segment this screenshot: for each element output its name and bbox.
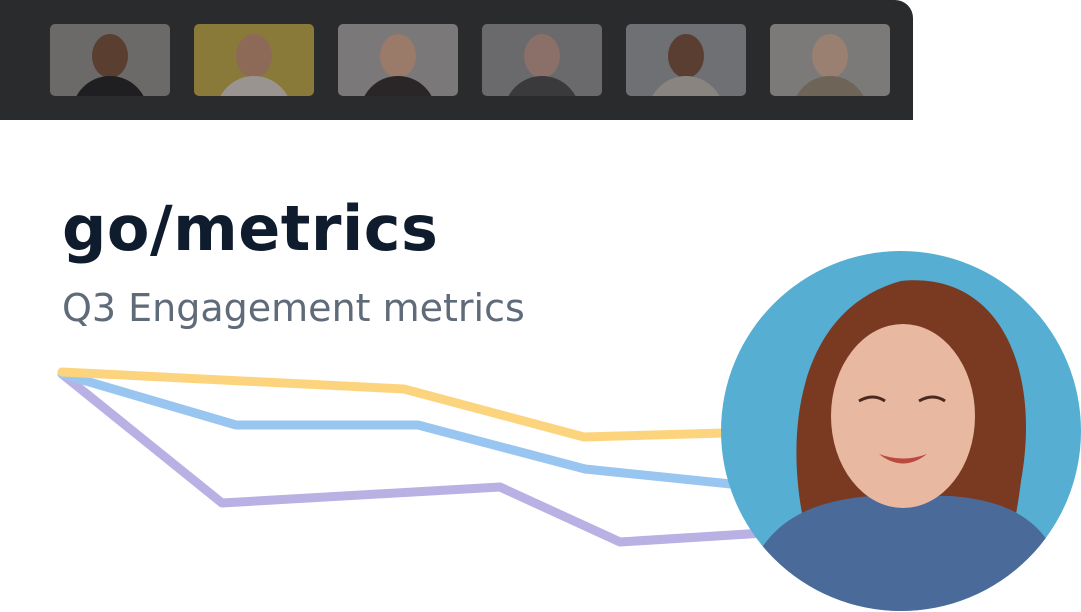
participant-tile[interactable] bbox=[770, 24, 890, 96]
metric-line-blue bbox=[57, 369, 765, 492]
participant-tile[interactable] bbox=[50, 24, 170, 96]
presenter-face bbox=[831, 324, 975, 508]
participant-tile[interactable] bbox=[194, 24, 314, 96]
participant-head bbox=[236, 34, 272, 78]
presenter-eyes bbox=[858, 395, 946, 403]
participant-tile[interactable] bbox=[338, 24, 458, 96]
participant-head bbox=[380, 34, 416, 78]
presenter-mouth bbox=[879, 454, 927, 464]
participant-tile[interactable] bbox=[626, 24, 746, 96]
participant-body bbox=[504, 76, 580, 96]
participant-body bbox=[792, 76, 868, 96]
presenter-video[interactable] bbox=[721, 251, 1081, 611]
participant-body bbox=[216, 76, 292, 96]
metric-line-purple bbox=[57, 369, 785, 547]
presenter-shirt bbox=[741, 496, 1071, 611]
presentation-title: go/metrics bbox=[62, 192, 439, 265]
participants-bar bbox=[0, 0, 913, 120]
participant-head bbox=[812, 34, 848, 78]
participant-body bbox=[360, 76, 436, 96]
participant-tile[interactable] bbox=[482, 24, 602, 96]
participant-head bbox=[92, 34, 128, 78]
presentation-subtitle: Q3 Engagement metrics bbox=[62, 286, 525, 330]
participant-body bbox=[648, 76, 724, 96]
participant-head bbox=[524, 34, 560, 78]
participant-head bbox=[668, 34, 704, 78]
metric-line-yellow bbox=[57, 367, 765, 442]
presenter-figure bbox=[741, 280, 1071, 611]
participant-body bbox=[72, 76, 148, 96]
